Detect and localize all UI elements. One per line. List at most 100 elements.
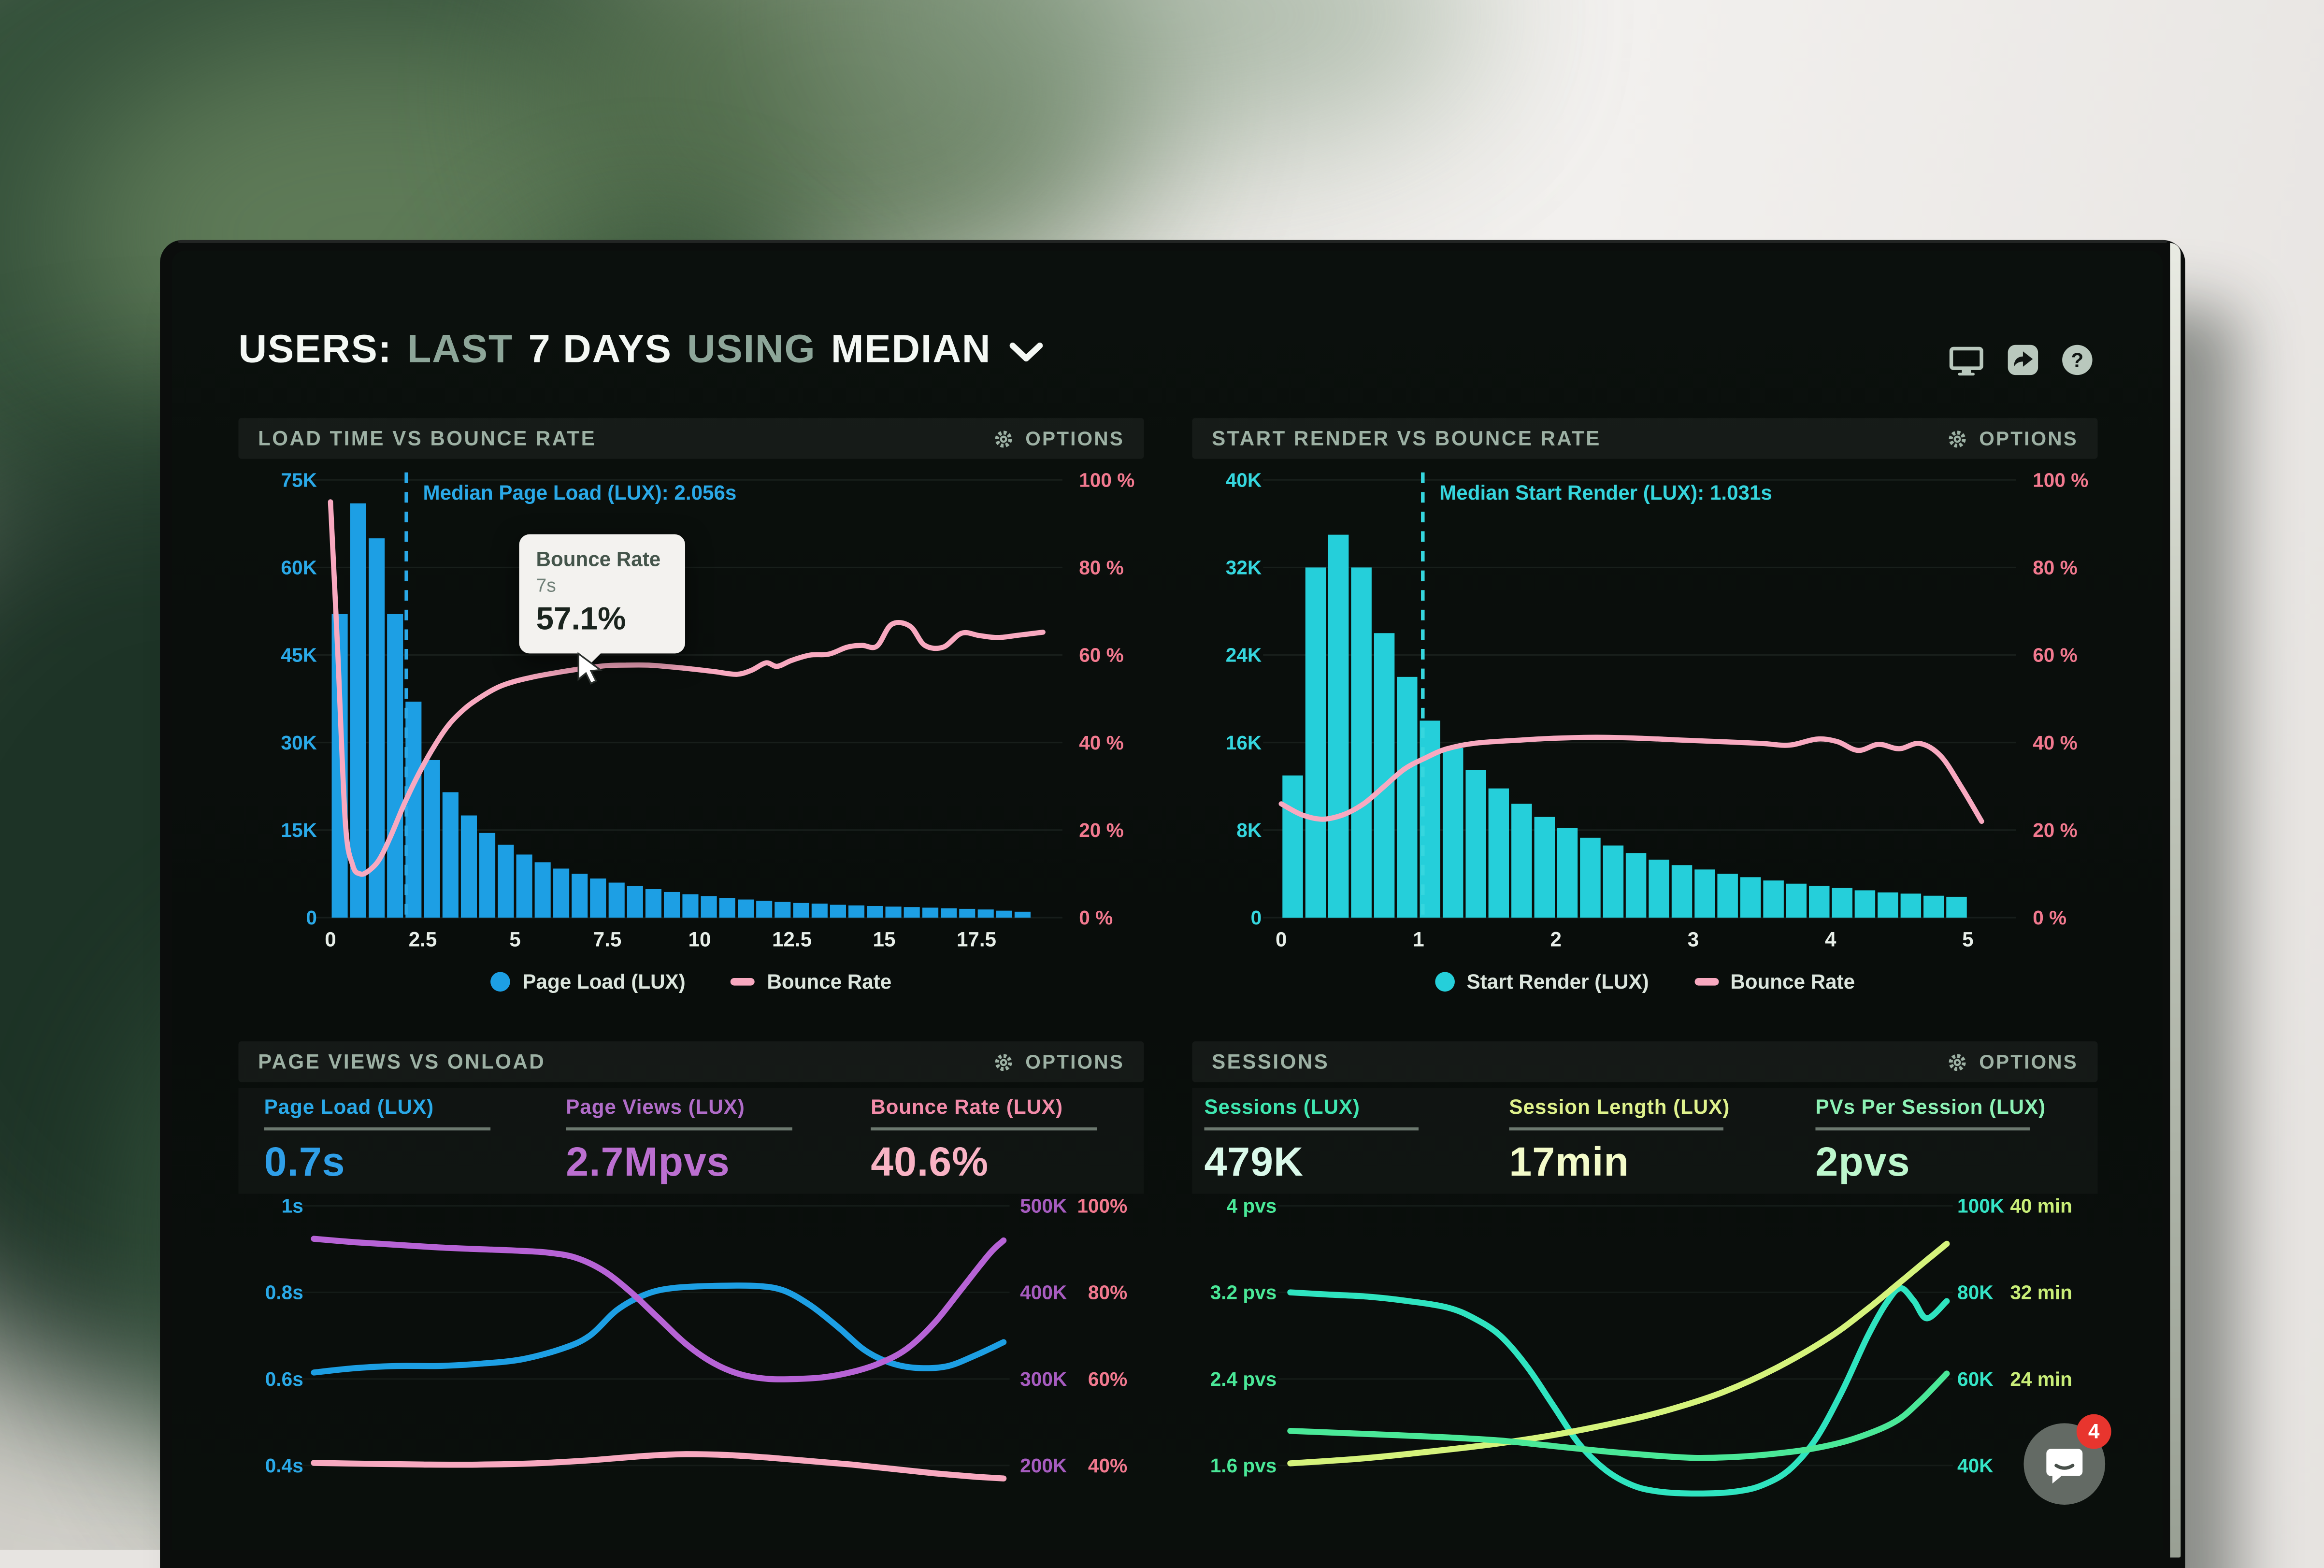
bounce-rate-line (1278, 734, 1984, 824)
svg-text:500K: 500K (1020, 1195, 1067, 1217)
svg-text:0: 0 (1251, 906, 1262, 929)
tooltip: Bounce Rate 7s 57.1% (519, 534, 686, 665)
bar (1763, 880, 1784, 918)
metric-page-views: Page Views (LUX) 2.7Mpvs (566, 1096, 792, 1186)
bar (701, 896, 717, 918)
bar (1649, 860, 1669, 918)
svg-text:100K: 100K (1957, 1195, 2004, 1217)
bar (553, 868, 570, 918)
bar (1374, 633, 1395, 918)
gear-icon (996, 1053, 1013, 1070)
svg-text:60 %: 60 % (2033, 644, 2078, 666)
bar (387, 614, 403, 918)
page-load-lux-line (311, 1282, 1007, 1376)
chat-widget[interactable]: 4 (2023, 1414, 2111, 1505)
svg-text:32K: 32K (1226, 556, 1262, 578)
display-icon[interactable] (1948, 345, 1984, 375)
svg-text:20 %: 20 % (2033, 819, 2078, 841)
svg-text:5: 5 (1962, 928, 1973, 950)
legend-label: Start Render (LUX) (1466, 970, 1649, 993)
bar (719, 898, 735, 918)
tooltip-title: Bounce Rate (536, 548, 669, 571)
chart-area: Median Page Load (LUX): 2.056s 75K 60K 45K 3… (238, 469, 1144, 967)
legend-line-marker (1694, 978, 1719, 985)
help-icon[interactable]: ? (2062, 344, 2094, 376)
svg-text:4: 4 (1825, 928, 1836, 950)
bar (1557, 828, 1578, 918)
chevron-down-icon[interactable] (1009, 342, 1043, 361)
svg-text:200K: 200K (1020, 1454, 1067, 1477)
sessions-line-chart: 4 pvs 3.2 pvs 2.4 pvs 1.6 pvs 100K 80K 60K 40K 4… (1210, 1195, 2072, 1497)
options-label: OPTIONS (1025, 427, 1124, 450)
bar (1014, 911, 1031, 918)
bar (645, 889, 661, 918)
svg-text:60K: 60K (1957, 1368, 1993, 1390)
metric-value: 17min (1509, 1139, 1730, 1186)
svg-text:4 pvs: 4 pvs (1227, 1195, 1277, 1217)
svg-text:60K: 60K (281, 556, 316, 578)
start-render-lux-legend-item[interactable]: Start Render (LUX) (1435, 970, 1649, 993)
median-annotation: Median Start Render (LUX): 1.031s (1439, 481, 1772, 504)
options-button[interactable]: OPTIONS (1948, 427, 2078, 450)
gear-icon (1950, 430, 1967, 447)
title-using: USING (687, 326, 816, 373)
options-button[interactable]: OPTIONS (994, 427, 1124, 450)
metric-bounce-rate: Bounce Rate (LUX) 40.6% (871, 1096, 1097, 1186)
bar (608, 882, 625, 918)
svg-text:80 %: 80 % (1079, 556, 1124, 578)
bar (977, 909, 994, 918)
notification-badge: 4 (2076, 1414, 2111, 1449)
bar (1328, 534, 1349, 918)
bar (1923, 895, 1944, 918)
metric-value: 479K (1204, 1139, 1419, 1186)
svg-text:3.2 pvs: 3.2 pvs (1210, 1281, 1277, 1304)
svg-text:40K: 40K (1957, 1454, 1993, 1477)
histogram-bars (331, 503, 1031, 918)
page-views-line-chart: 1s 0.8s 0.6s 0.4s 500K 400K 300K 200K 100% 80% 60%… (265, 1195, 1127, 1482)
legend-label: Bounce Rate (767, 970, 891, 993)
svg-text:1: 1 (1413, 928, 1424, 950)
mouse-cursor-icon (578, 652, 603, 686)
histogram-bars (1282, 534, 1967, 918)
metric-label: Bounce Rate (LUX) (871, 1096, 1097, 1119)
options-button[interactable]: OPTIONS (1948, 1050, 2078, 1073)
svg-text:2.5: 2.5 (409, 928, 437, 950)
svg-text:20 %: 20 % (1079, 819, 1124, 841)
svg-text:40%: 40% (1088, 1454, 1127, 1477)
svg-text:8K: 8K (1236, 819, 1262, 841)
bar (922, 907, 939, 918)
metric-session-length: Session Length (LUX) 17min (1509, 1096, 1730, 1186)
bar (830, 905, 846, 918)
metric-label: Page Load (LUX) (264, 1096, 491, 1119)
chart-area: 1s 0.8s 0.6s 0.4s 500K 400K 300K 200K 100% 80% 60%… (238, 1192, 1144, 1550)
bounce-rate-legend-item[interactable]: Bounce Rate (731, 970, 891, 993)
bar (1900, 893, 1922, 918)
metric-value: 40.6% (871, 1139, 1097, 1186)
bar (1946, 896, 1967, 918)
bar (885, 906, 902, 918)
title-7days: 7 DAYS (529, 326, 672, 373)
load-time-histogram-chart: Median Page Load (LUX): 2.056s 75K 60K 45K 3… (281, 469, 1134, 950)
pvs-per-session-lux-line (1287, 1370, 1950, 1461)
page-title[interactable]: USERS: LAST 7 DAYS USING MEDIAN (238, 326, 1043, 373)
page-load-lux-legend-item[interactable]: Page Load (LUX) (490, 970, 686, 993)
bar (811, 903, 828, 918)
options-button[interactable]: OPTIONS (994, 1050, 1124, 1073)
axis-labels-right_1: 500K 400K 300K 200K (1020, 1195, 1067, 1477)
share-icon[interactable] (2007, 344, 2039, 376)
bar (756, 901, 773, 918)
legend: Start Render (LUX) Bounce Rate (1278, 970, 2012, 993)
bar (1351, 567, 1372, 918)
bar (1442, 748, 1463, 918)
bar (516, 854, 532, 918)
x-axis-labels: 0 1 2 3 4 5 (1276, 928, 1974, 950)
bar (682, 894, 699, 918)
metrics-row: Sessions (LUX) 479K Session Length (LUX)… (1192, 1088, 2097, 1194)
svg-text:40 %: 40 % (2033, 732, 2078, 754)
bar (1465, 770, 1486, 918)
options-label: OPTIONS (1979, 427, 2078, 450)
bar (904, 907, 920, 918)
bar (848, 905, 865, 918)
bar (424, 760, 440, 918)
bounce-rate-legend-item[interactable]: Bounce Rate (1694, 970, 1855, 993)
